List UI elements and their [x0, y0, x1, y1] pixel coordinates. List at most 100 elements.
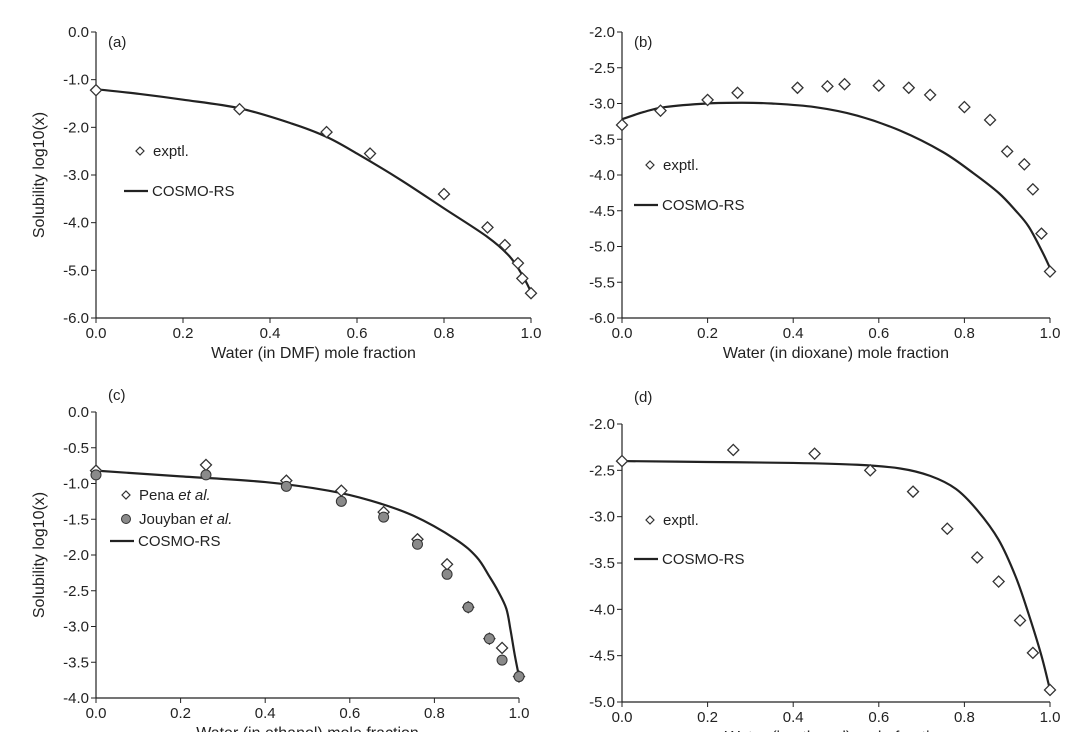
data-point-diamond — [515, 272, 529, 285]
y-tick-label: -3.0 — [63, 619, 89, 636]
x-tick-label: 0.6 — [868, 325, 889, 342]
data-point-diamond — [902, 81, 916, 95]
y-tick-label: -3.0 — [589, 96, 615, 113]
data-point-diamond — [495, 641, 509, 655]
x-tick-label: 0.4 — [783, 709, 804, 726]
x-tick-label: 0.8 — [954, 325, 975, 342]
y-axis-label: Solubility log10(x) — [31, 492, 48, 618]
x-tick-label: 0.6 — [868, 709, 889, 726]
y-tick-label: -2.0 — [63, 119, 89, 136]
legend-label: exptl. — [153, 143, 189, 160]
y-tick-label: -4.0 — [63, 690, 89, 707]
data-point-diamond — [199, 458, 213, 472]
data-point-circle — [200, 469, 212, 481]
y-tick-label: -5.0 — [589, 239, 615, 256]
data-point-circle — [411, 538, 423, 550]
series-line-cosmo-rs — [95, 469, 521, 677]
x-axis-label: Water (in ethanol) mole fraction — [725, 729, 948, 732]
data-point-diamond — [363, 147, 377, 160]
data-point-diamond — [511, 256, 525, 270]
data-point-diamond — [498, 238, 512, 252]
x-tick-label: 0.6 — [347, 325, 368, 342]
data-point-diamond — [863, 463, 877, 477]
x-tick-label: 0.8 — [434, 325, 455, 342]
x-tick-label: 1.0 — [1040, 325, 1061, 342]
data-point-diamond — [233, 102, 246, 116]
data-point-diamond — [906, 485, 920, 499]
y-tick-label: -4.5 — [589, 648, 615, 665]
panel-label: (b) — [634, 34, 652, 51]
x-tick-label: 0.0 — [612, 709, 633, 726]
legend-diamond-icon — [135, 146, 145, 156]
legend-label: Pena et al. — [139, 487, 211, 504]
data-point-diamond — [1043, 265, 1057, 278]
data-point-diamond — [89, 83, 103, 97]
x-tick-label: 0.2 — [697, 325, 718, 342]
data-point-diamond — [615, 454, 629, 468]
y-tick-label: -3.5 — [589, 131, 615, 148]
y-tick-label: -2.0 — [589, 416, 615, 433]
y-tick-label: -6.0 — [589, 310, 615, 327]
data-point-diamond — [940, 522, 954, 536]
data-point-diamond — [701, 93, 715, 107]
data-point-diamond — [872, 79, 886, 93]
data-point-diamond — [1017, 157, 1031, 171]
y-tick-label: -1.0 — [63, 72, 89, 89]
data-point-diamond — [320, 125, 333, 139]
data-point-circle — [483, 633, 495, 645]
data-point-diamond — [1026, 646, 1040, 660]
y-tick-label: -3.0 — [589, 509, 615, 526]
legend-label: COSMO-RS — [662, 197, 745, 214]
y-tick-label: -2.0 — [63, 547, 89, 564]
x-tick-label: 0.0 — [612, 325, 633, 342]
y-tick-label: 0.0 — [68, 24, 89, 41]
series-line-cosmo-rs — [95, 88, 532, 293]
y-axis-label: Solubility log10(x) — [31, 112, 48, 238]
x-tick-label: 0.4 — [255, 705, 276, 722]
y-tick-label: -3.5 — [63, 654, 89, 671]
data-point-diamond — [1043, 683, 1057, 697]
x-tick-label: 0.6 — [339, 705, 360, 722]
data-point-diamond — [481, 221, 494, 234]
y-tick-label: -3.0 — [63, 167, 89, 184]
data-point-diamond — [923, 88, 937, 102]
legend-circle-icon — [121, 514, 131, 524]
x-tick-label: 0.2 — [173, 325, 194, 342]
panel-label: (d) — [634, 389, 652, 406]
data-point-diamond — [1013, 614, 1027, 627]
x-tick-label: 1.0 — [1040, 709, 1061, 726]
y-tick-label: -2.5 — [589, 462, 615, 479]
data-point-diamond — [838, 77, 851, 91]
data-point-diamond — [821, 79, 834, 93]
legend-diamond-icon — [121, 490, 131, 500]
data-point-circle — [462, 601, 474, 613]
data-point-diamond — [440, 557, 454, 571]
y-tick-label: -5.0 — [63, 262, 89, 279]
y-tick-label: -2.0 — [589, 24, 615, 41]
data-point-circle — [378, 511, 390, 523]
y-tick-label: -3.5 — [589, 555, 615, 572]
chart-panel-2: 0.0 0.2 0.4 0.6 0.8 1.0 0.0 -0.5 -1.0 -1.5 -2.0 -2.… — [31, 387, 529, 732]
x-tick-label: 0.0 — [86, 325, 107, 342]
y-tick-label: -1.5 — [63, 511, 89, 528]
data-point-diamond — [654, 104, 667, 118]
data-point-diamond — [524, 286, 538, 300]
x-tick-label: 0.4 — [260, 325, 281, 342]
y-tick-label: -5.0 — [589, 694, 615, 711]
chart-panel-1: 0.0 0.2 0.4 0.6 0.8 1.0 -2.0 -2.5 -3.0 -3.5 -4.0 -4… — [589, 24, 1060, 362]
chart-panel-3: 0.0 0.2 0.4 0.6 0.8 1.0 -2.0 -2.5 -3.0 -3.5 -4.0 -4… — [589, 389, 1060, 732]
panel-label: (a) — [108, 34, 126, 51]
x-axis-label: Water (in ethanol) mole fraction — [196, 725, 419, 732]
y-tick-label: -4.0 — [63, 215, 89, 232]
data-point-diamond — [957, 100, 971, 114]
x-tick-label: 1.0 — [509, 705, 530, 722]
data-point-diamond — [791, 81, 804, 95]
data-point-diamond — [615, 118, 629, 132]
y-tick-label: -4.5 — [589, 203, 615, 220]
data-point-circle — [441, 568, 453, 580]
x-tick-label: 0.8 — [954, 709, 975, 726]
legend-label: COSMO-RS — [152, 183, 235, 200]
data-point-diamond — [983, 113, 997, 127]
data-point-diamond — [970, 551, 984, 564]
